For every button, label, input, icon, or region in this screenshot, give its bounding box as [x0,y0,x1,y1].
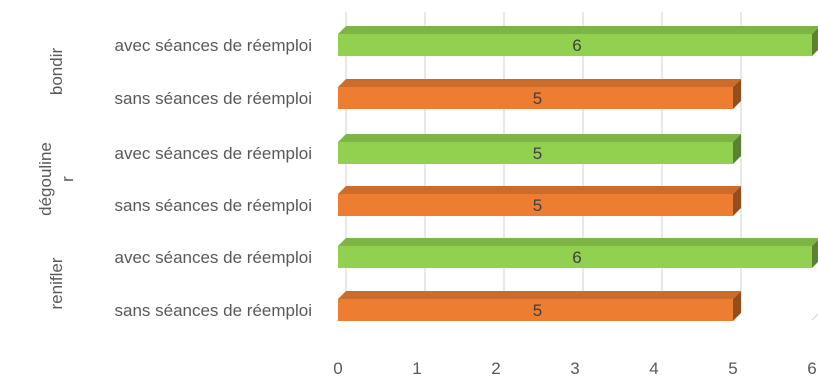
bar-front-face [338,34,812,56]
bar-value-label: 5 [533,89,542,108]
category-labels: avec séances de réemploi sans séances de … [114,36,312,320]
bar [338,186,741,216]
x-tick-label: 5 [728,359,737,378]
bar-side-face [812,28,818,56]
group-label: renifler [47,257,66,309]
bar [338,238,818,268]
bar-front-face [338,194,733,216]
category-label: avec séances de réemploi [114,144,312,163]
bar-value-label: 6 [572,248,581,267]
gridlines [337,12,818,321]
bar-side-face [733,134,741,164]
bar-value-label: 6 [572,36,581,55]
bar-value-label: 5 [533,301,542,320]
group-label: dégouline r [36,142,77,216]
gridline-floor [811,313,818,321]
bar-top-face [338,134,741,142]
bar-top-face [338,186,741,194]
category-label: avec séances de réemploi [114,36,312,55]
bar-side-face [733,186,741,216]
bar [338,26,818,56]
bar-front-face [338,246,812,268]
bar [338,134,741,164]
bar-side-face [733,291,741,321]
bar-value-label: 5 [533,144,542,163]
x-tick-label: 2 [491,359,500,378]
bar-side-face [733,79,741,109]
category-label: sans séances de réemploi [114,301,312,320]
group-label: bondir [47,48,66,96]
group-label-line: bondir [47,48,66,96]
bars: 6 5 5 5 6 5 [338,26,818,321]
category-label: sans séances de réemploi [114,196,312,215]
x-tick-label: 6 [807,359,816,378]
x-tick-label: 3 [570,359,579,378]
bar-top-face [338,291,741,299]
bar-side-face [812,240,818,268]
group-label-line: r [58,176,77,182]
category-label: avec séances de réemploi [114,248,312,267]
bar-top-face [338,238,818,246]
x-tick-label: 0 [333,359,342,378]
bar [338,291,741,321]
bar-top-face [338,79,741,87]
group-label-line: renifler [47,257,66,309]
bar-top-face [338,26,818,34]
x-axis-ticks: 0 1 2 3 4 5 6 [333,359,816,378]
group-label-line: dégouline [36,142,55,216]
bar-value-label: 5 [533,196,542,215]
group-labels: bondir dégouline r renifler [36,48,77,310]
category-label: sans séances de réemploi [114,89,312,108]
bar-front-face [338,299,733,321]
bar [338,79,741,109]
x-tick-label: 4 [649,359,658,378]
bar-front-face [338,87,733,109]
bar-front-face [338,142,733,164]
x-tick-label: 1 [412,359,421,378]
